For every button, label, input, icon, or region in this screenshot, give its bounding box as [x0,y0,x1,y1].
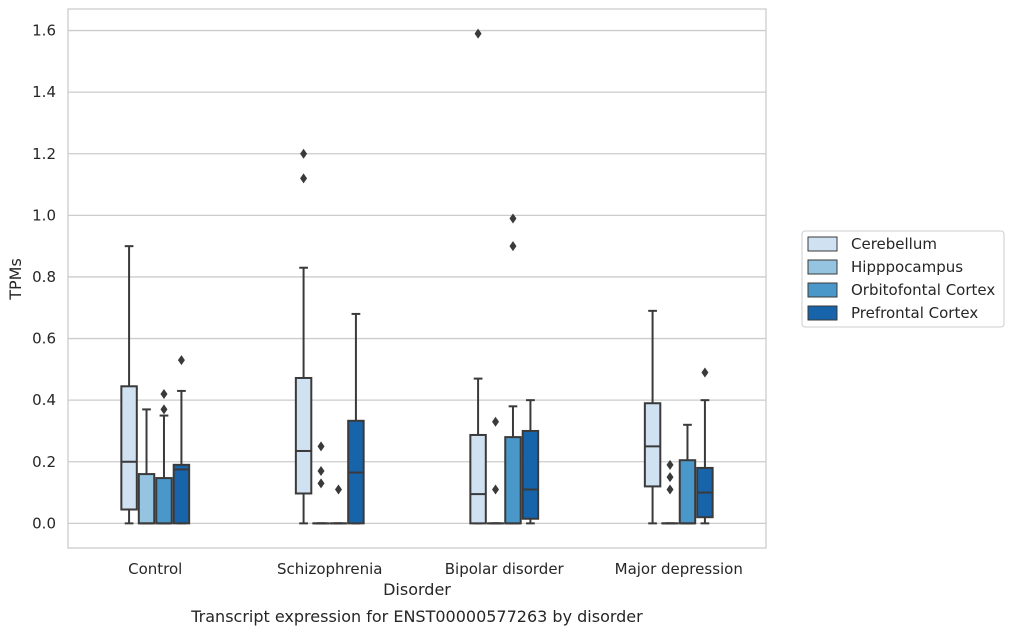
box-orbitofontal-cortex [329,484,348,525]
legend-swatch [807,282,838,298]
box-iqr [643,402,662,488]
legend: Cerebellum Hipppocampus Orbitofontal Corte… [801,230,1005,328]
box-iqr [469,433,487,525]
outlier-point [509,213,517,224]
legend-frame [801,230,1005,328]
box-orbitofontal-cortex [678,423,697,525]
legend-swatch [807,236,838,252]
plot-area [67,8,767,549]
legend-label: Hipppocampus [851,258,963,276]
box-iqr [172,463,191,525]
outlier-point [300,173,308,184]
outlier-point [317,478,325,489]
outlier-point [492,484,500,495]
y-tick-label: 0.2 [32,453,56,471]
outlier-point [701,367,709,378]
box-hipppocampus [137,408,156,525]
outlier-point [160,404,168,415]
box-prefrontal-cortex [696,367,714,525]
outlier-point [317,466,325,476]
x-axis-label: Disorder [383,580,451,599]
box-hipppocampus [312,441,330,525]
legend-label: Prefrontal Cortex [851,304,978,322]
box-hipppocampus [661,459,679,525]
y-axis: 0.0 0.2 0.4 0.6 0.8 1.0 1.2 1.4 1.6 [32,22,56,533]
x-axis: Control Schizophrenia Bipolar disorder Majo… [128,560,743,578]
outlier-point [492,416,500,427]
box-hipppocampus [486,416,505,525]
outlier-point [509,241,517,252]
y-axis-label: TPMs [6,258,25,301]
box-plots [120,28,714,525]
outlier-point [300,148,308,159]
y-tick-label: 1.4 [32,83,56,101]
legend-swatch [807,259,838,275]
box-orbitofontal-cortex [504,213,522,525]
box-cerebellum [120,245,138,525]
y-tick-label: 0.4 [32,391,56,409]
box-cerebellum [469,28,487,525]
box-iqr [678,459,697,525]
box-prefrontal-cortex [521,399,540,525]
x-tick-label: Bipolar disorder [445,560,565,578]
outlier-point [160,389,168,399]
box-cerebellum [643,309,662,525]
outlier-point [666,472,674,483]
outlier-point [317,441,325,452]
box-iqr [294,376,313,495]
box-prefrontal-cortex [347,312,365,525]
outlier-point [666,459,674,470]
legend-swatch [807,305,838,321]
box-iqr [155,477,173,525]
box-cerebellum [294,148,313,525]
outlier-point [666,484,674,495]
y-tick-label: 1.6 [32,22,56,40]
chart-title: Transcript expression for ENST0000057726… [190,607,643,626]
box-iqr [504,436,522,525]
legend-label: Orbitofontal Cortex [851,281,995,299]
outlier-point [177,355,185,366]
outlier-point [474,28,482,39]
legend-label: Cerebellum [851,235,937,253]
box-prefrontal-cortex [172,355,191,525]
y-tick-label: 1.0 [32,206,56,224]
y-tick-label: 0.8 [32,268,56,286]
y-tick-label: 1.2 [32,145,56,163]
x-tick-label: Schizophrenia [277,560,382,578]
box-iqr [521,429,540,520]
y-tick-label: 0.0 [32,514,56,532]
y-tick-label: 0.6 [32,330,56,348]
box-iqr [120,385,138,511]
x-tick-label: Control [128,560,182,578]
x-tick-label: Major depression [615,560,743,578]
box-iqr [137,473,156,525]
outlier-point [334,484,342,495]
box-orbitofontal-cortex [155,389,173,525]
